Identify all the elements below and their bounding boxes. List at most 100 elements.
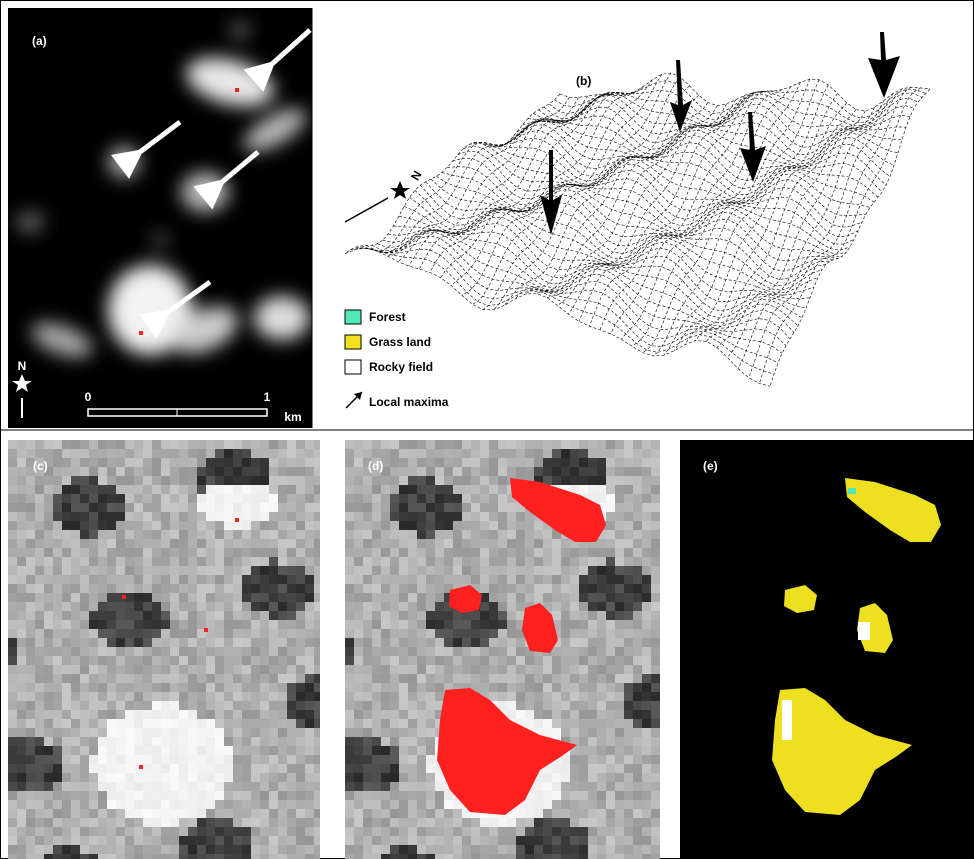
texture-cell [543, 827, 552, 836]
texture-cell [260, 521, 269, 530]
texture-cell [354, 521, 363, 530]
texture-cell [269, 818, 278, 827]
texture-cell [269, 665, 278, 674]
texture-cell [125, 656, 134, 665]
texture-cell [507, 449, 516, 458]
texture-cell [125, 647, 134, 656]
texture-cell [489, 440, 498, 449]
texture-cell [345, 782, 354, 791]
texture-cell [399, 620, 408, 629]
texture-cell [233, 656, 242, 665]
texture-cell [390, 584, 399, 593]
texture-cell [8, 818, 17, 827]
texture-cell [642, 818, 651, 827]
texture-cell [314, 449, 323, 458]
texture-cell [417, 494, 426, 503]
texture-cell [260, 764, 269, 773]
texture-cell [17, 701, 26, 710]
texture-cell [570, 818, 579, 827]
texture-cell [381, 440, 390, 449]
texture-cell [588, 548, 597, 557]
texture-cell [62, 746, 71, 755]
texture-cell [354, 530, 363, 539]
texture-cell [588, 836, 597, 845]
texture-cell [35, 800, 44, 809]
texture-cell [161, 638, 170, 647]
texture-cell [444, 809, 453, 818]
texture-cell [651, 656, 660, 665]
texture-cell [570, 701, 579, 710]
texture-cell [287, 638, 296, 647]
texture-cell [251, 809, 260, 818]
texture-cell [287, 755, 296, 764]
texture-cell [552, 593, 561, 602]
texture-cell [89, 737, 98, 746]
texture-cell [471, 845, 480, 854]
texture-cell [80, 557, 89, 566]
texture-cell [345, 845, 354, 854]
texture-cell [89, 566, 98, 575]
texture-cell [107, 521, 116, 530]
texture-cell [314, 440, 323, 449]
texture-cell [17, 845, 26, 854]
texture-cell [354, 764, 363, 773]
texture-cell [71, 548, 80, 557]
texture-cell [606, 494, 615, 503]
texture-cell [314, 476, 323, 485]
texture-cell [89, 458, 98, 467]
texture-cell [498, 701, 507, 710]
texture-cell [269, 467, 278, 476]
texture-cell [615, 791, 624, 800]
texture-cell [381, 764, 390, 773]
texture-cell [444, 800, 453, 809]
texture-cell [134, 701, 143, 710]
texture-cell [480, 512, 489, 521]
texture-cell [561, 449, 570, 458]
texture-cell [62, 503, 71, 512]
texture-cell [215, 665, 224, 674]
texture-cell [215, 647, 224, 656]
texture-cell [269, 746, 278, 755]
texture-cell [314, 845, 323, 854]
texture-cell [633, 818, 642, 827]
texture-cell [390, 773, 399, 782]
texture-cell [206, 755, 215, 764]
texture-cell [215, 746, 224, 755]
texture-cell [296, 530, 305, 539]
texture-cell [480, 458, 489, 467]
texture-cell [17, 602, 26, 611]
texture-cell [471, 638, 480, 647]
texture-cell [125, 485, 134, 494]
texture-cell [80, 710, 89, 719]
texture-cell [224, 503, 233, 512]
texture-cell [579, 593, 588, 602]
texture-cell [552, 818, 561, 827]
texture-cell [215, 530, 224, 539]
texture-cell [134, 548, 143, 557]
texture-cell [624, 575, 633, 584]
texture-cell [287, 656, 296, 665]
texture-cell [224, 719, 233, 728]
texture-cell [489, 692, 498, 701]
texture-cell [660, 836, 669, 845]
texture-cell [269, 557, 278, 566]
texture-cell [53, 620, 62, 629]
texture-cell [408, 467, 417, 476]
texture-cell [206, 854, 215, 859]
texture-cell [233, 692, 242, 701]
texture-cell [134, 449, 143, 458]
texture-cell [552, 557, 561, 566]
texture-cell [444, 557, 453, 566]
texture-cell [134, 854, 143, 859]
texture-cell [278, 629, 287, 638]
texture-cell [305, 521, 314, 530]
texture-cell [26, 809, 35, 818]
texture-cell [471, 467, 480, 476]
texture-cell [179, 620, 188, 629]
texture-cell [642, 782, 651, 791]
texture-cell [143, 809, 152, 818]
texture-cell [435, 647, 444, 656]
texture-cell [44, 512, 53, 521]
texture-cell [17, 629, 26, 638]
texture-cell [170, 539, 179, 548]
